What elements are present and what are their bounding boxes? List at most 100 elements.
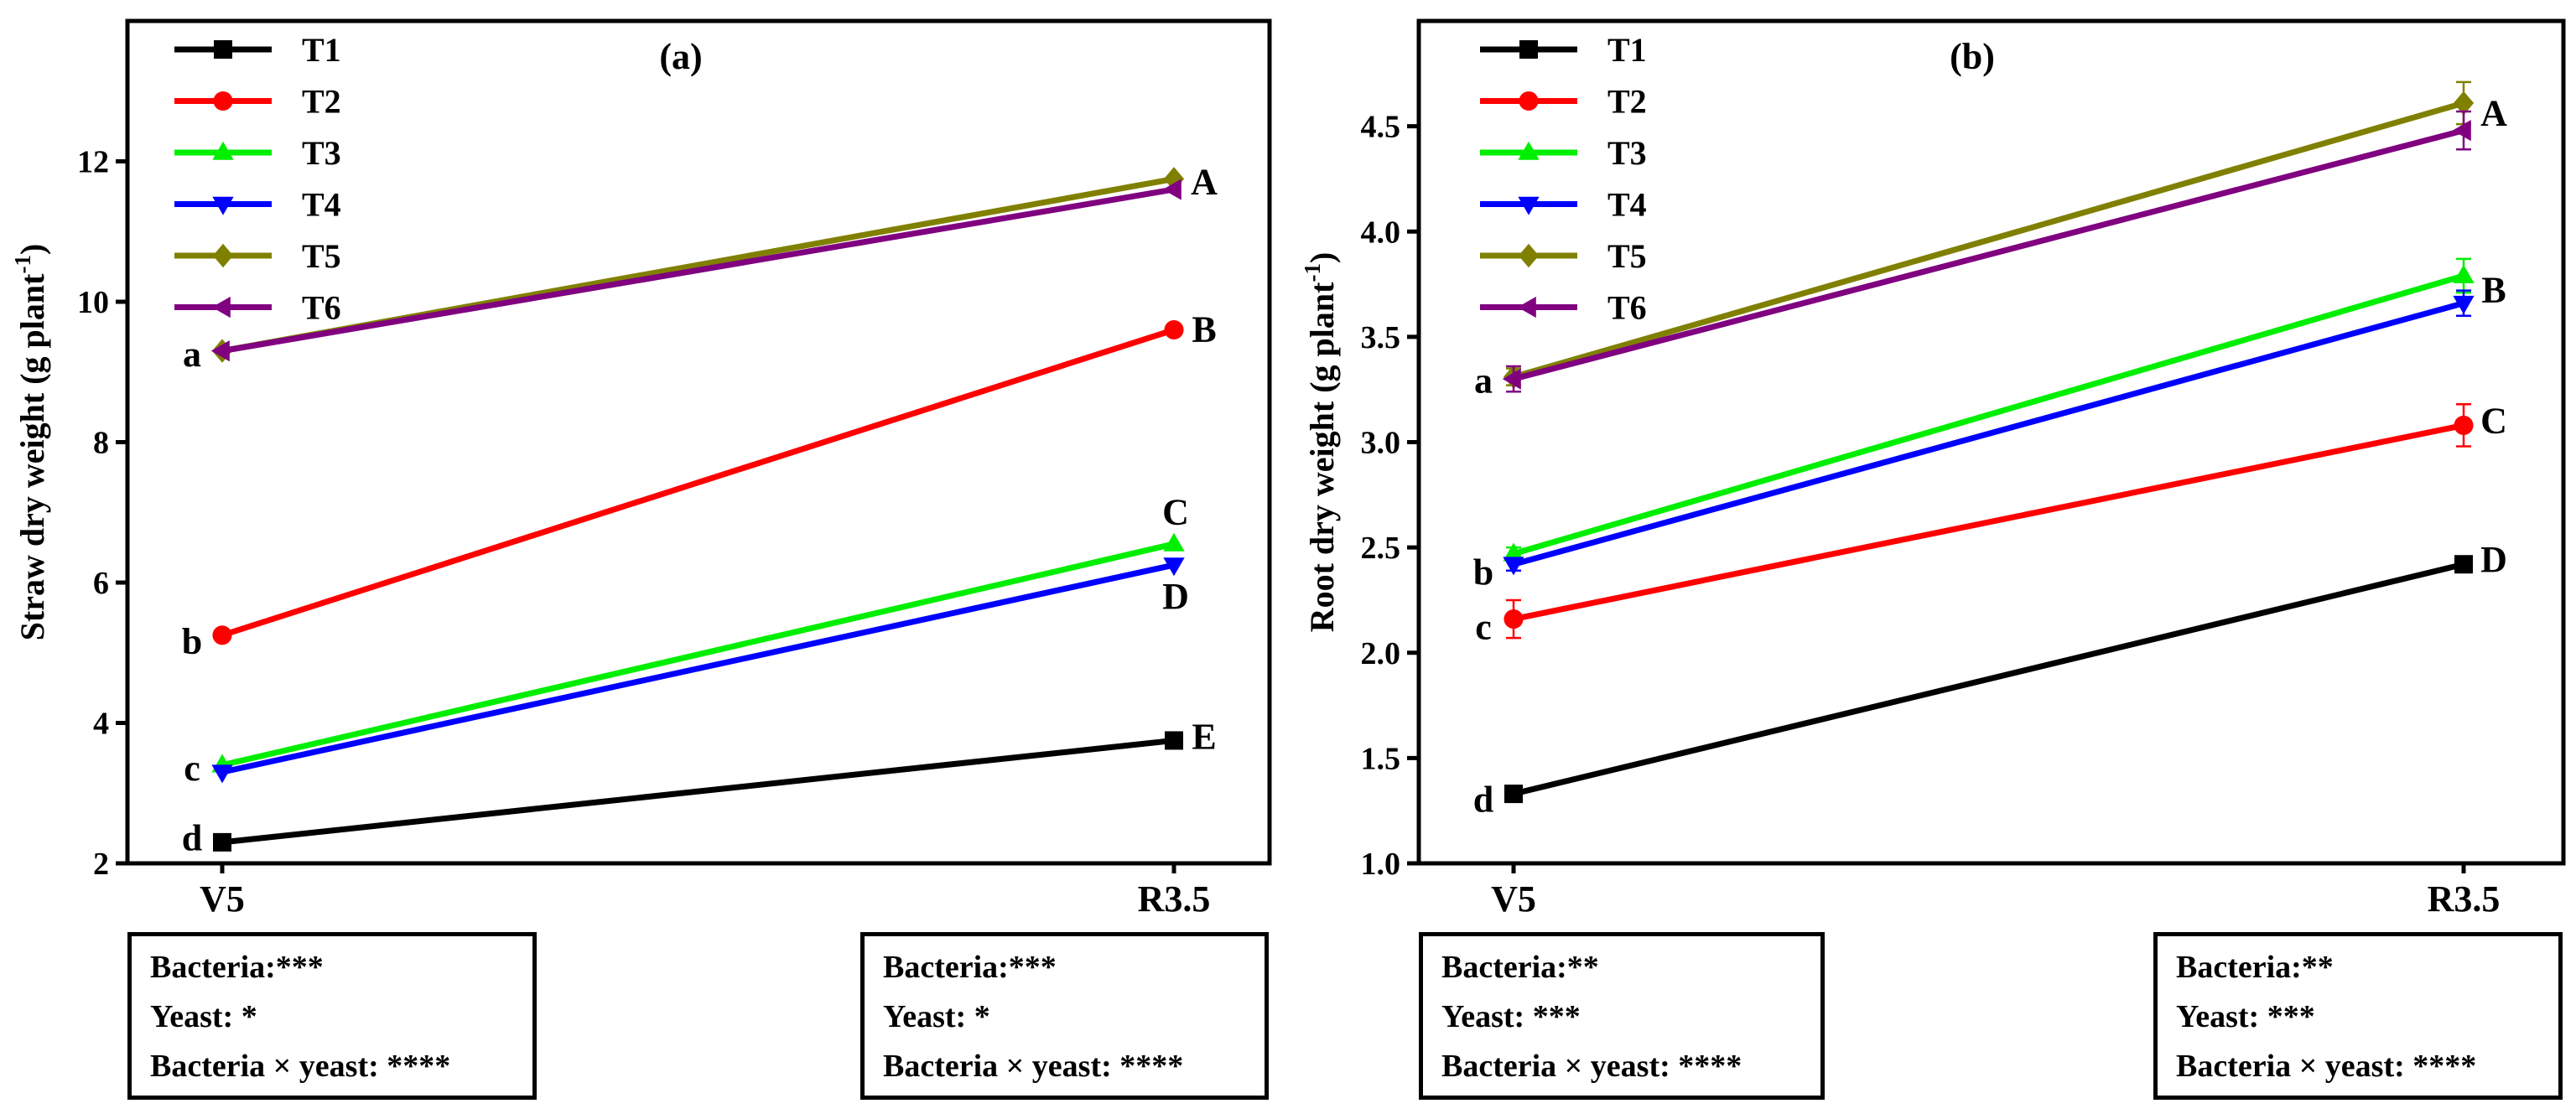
- y-tick-label: 3.5: [1361, 320, 1401, 355]
- x-tick-label: R3.5: [1138, 878, 1211, 920]
- data-point-t4: [1163, 557, 1185, 577]
- stat-line: Bacteria × yeast: ****: [150, 1049, 451, 1084]
- significance-letter: a: [1474, 360, 1493, 401]
- significance-letter: A: [2480, 93, 2507, 134]
- y-axis-title-text: Root dry weight (g plant: [1303, 282, 1341, 632]
- data-point-t6: [210, 339, 230, 362]
- y-tick-label: 4.0: [1361, 215, 1401, 250]
- data-point-t3: [2453, 264, 2475, 283]
- y-tick-label: 4: [93, 707, 109, 742]
- legend-marker-t1: [1519, 40, 1538, 59]
- stat-line: Bacteria:***: [150, 950, 324, 985]
- legend-marker-t6: [211, 296, 231, 319]
- stats-box-b-r35: Bacteria:** Yeast: *** Bacteria × yeast:…: [2153, 932, 2563, 1100]
- significance-letter: b: [1473, 552, 1493, 593]
- y-tick-label: 3.0: [1361, 426, 1401, 461]
- legend-marker-t6: [1517, 296, 1536, 319]
- legend-marker-t4: [212, 196, 234, 215]
- series-line-t4: [1513, 300, 2464, 567]
- significance-letter: D: [2480, 539, 2507, 580]
- data-point-t3: [1163, 532, 1185, 552]
- data-point-t5: [2453, 91, 2475, 116]
- series-line-t3: [221, 541, 1175, 769]
- y-tick-label: 8: [93, 426, 109, 461]
- series-line-t4: [221, 562, 1175, 775]
- stat-line: Bacteria:**: [1441, 950, 1599, 985]
- legend-label-t3: T3: [302, 134, 341, 172]
- series-line-t3: [1513, 272, 2464, 557]
- stat-line: Yeast: *: [150, 999, 257, 1034]
- legend-label-t5: T5: [1607, 237, 1647, 275]
- significance-letter: C: [1162, 491, 1189, 532]
- stats-box-a-r35: Bacteria:*** Yeast: * Bacteria × yeast: …: [860, 932, 1269, 1100]
- plot-frame: [125, 18, 1272, 866]
- y-tick-label: 6: [93, 566, 109, 601]
- series-line-t1: [1513, 561, 2464, 797]
- legend-marker-t1: [214, 40, 232, 59]
- series-line-t2: [1513, 422, 2464, 622]
- significance-letter: A: [1191, 162, 1218, 203]
- significance-letter: d: [182, 818, 202, 859]
- legend-label-t1: T1: [302, 31, 341, 69]
- stat-line: Yeast: *: [883, 999, 990, 1034]
- legend-marker-t3: [1518, 141, 1540, 160]
- legend-marker-t5: [1518, 243, 1540, 268]
- significance-letter: c: [184, 748, 200, 789]
- stat-line: Yeast: ***: [2176, 999, 2315, 1034]
- data-point-t1: [1504, 785, 1523, 804]
- significance-letter: D: [1162, 576, 1189, 617]
- stat-line: Bacteria × yeast: ****: [2176, 1049, 2477, 1084]
- data-point-t1: [1165, 731, 1183, 750]
- significance-letter: b: [182, 621, 202, 662]
- data-point-t1: [213, 832, 231, 852]
- significance-letter: B: [2481, 270, 2506, 311]
- y-tick-label: 12: [77, 145, 109, 180]
- series-line-t2: [221, 327, 1176, 639]
- x-tick-label: V5: [1491, 878, 1536, 920]
- legend-marker-t2: [213, 91, 233, 111]
- data-point-t6: [1162, 179, 1182, 200]
- legend-label-t6: T6: [302, 289, 341, 327]
- significance-letter: B: [1192, 309, 1216, 350]
- x-tick-label: R3.5: [2428, 878, 2501, 920]
- legend-marker-t3: [212, 141, 234, 160]
- legend-label-t6: T6: [1607, 289, 1647, 327]
- stats-box-a-v5: Bacteria:*** Yeast: * Bacteria × yeast: …: [127, 932, 537, 1100]
- chart-a: 2 4 6 8 10 12 V5 R3.5 Straw dry weight (g plant-…: [10, 18, 1272, 920]
- series-line-t1: [221, 737, 1175, 846]
- panel-label: (a): [659, 36, 702, 77]
- data-point-t4: [1503, 557, 1524, 576]
- data-point-t2: [2454, 415, 2474, 435]
- legend-marker-t5: [212, 243, 234, 268]
- data-point-t4: [2453, 295, 2475, 314]
- legend-label-t2: T2: [302, 83, 341, 121]
- stats-box-b-v5: Bacteria:** Yeast: *** Bacteria × yeast:…: [1419, 932, 1825, 1100]
- y-axis-title-close: ): [1303, 252, 1341, 263]
- y-axis-title-exponent: -1: [1300, 263, 1325, 282]
- legend-label-t3: T3: [1607, 134, 1647, 172]
- legend-marker-t4: [1518, 196, 1540, 215]
- legend-label-t1: T1: [1607, 31, 1647, 69]
- legend-label-t4: T4: [302, 186, 341, 224]
- data-point-t5: [1163, 167, 1185, 191]
- legend-marker-t2: [1519, 91, 1539, 111]
- data-point-t4: [211, 764, 233, 784]
- legend-label-t5: T5: [302, 237, 341, 275]
- data-point-t6: [2452, 120, 2471, 142]
- y-tick-label: 2.0: [1361, 636, 1401, 671]
- data-point-t2: [1164, 319, 1184, 340]
- legend-label-t2: T2: [1607, 83, 1647, 121]
- data-point-t2: [212, 625, 232, 645]
- y-axis-title: Root dry weight (g plant-1): [1300, 252, 1341, 633]
- x-tick-label: V5: [200, 878, 245, 920]
- stat-line: Yeast: ***: [1441, 999, 1581, 1034]
- data-point-t6: [1502, 368, 1521, 390]
- y-axis-title-close: ): [13, 244, 51, 255]
- stat-line: Bacteria:**: [2176, 950, 2334, 985]
- legend-label-t4: T4: [1607, 186, 1647, 224]
- y-axis-title-exponent: -1: [10, 255, 35, 274]
- panel-label: (b): [1950, 36, 1995, 77]
- significance-letter: C: [2480, 400, 2507, 441]
- chart-b: 1.0 1.5 2.0 2.5 3.0 3.5 4.0 4.5 V5 R3.5 Root dry w…: [1300, 18, 2566, 920]
- y-tick-label: 2.5: [1361, 531, 1401, 566]
